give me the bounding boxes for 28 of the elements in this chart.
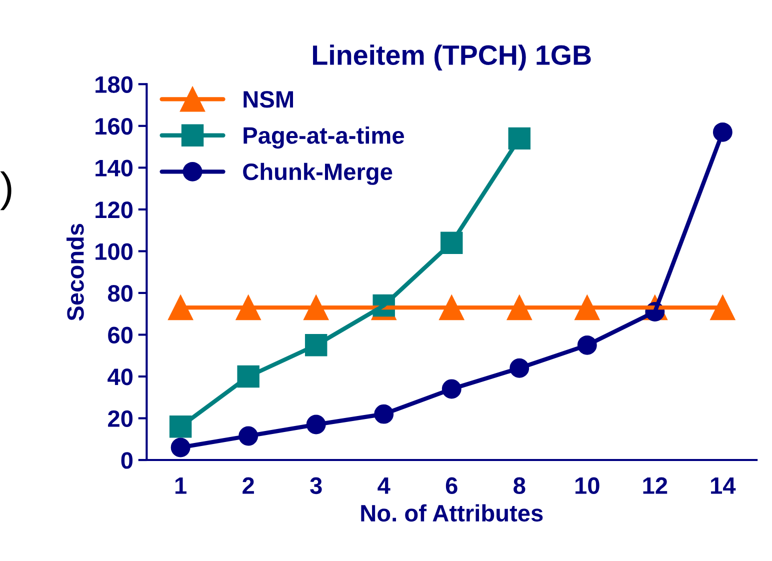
text: ) [0, 171, 12, 210]
x-tick-label: 8 [514, 477, 526, 494]
x-tick-label: 6 [446, 477, 458, 494]
chart-title: Lineitem (TPCH) 1GB [313, 44, 591, 70]
x-tick-label: 1 [175, 478, 186, 494]
point [710, 295, 736, 320]
legend-label: Chunk-Merge [243, 162, 392, 185]
y-tick-label: 80 [108, 285, 133, 302]
y-tick-label: 20 [108, 410, 133, 428]
legend-label: NSM [244, 90, 293, 108]
y-tick-label: 160 [96, 118, 133, 135]
x-tick-label: 4 [378, 478, 390, 494]
y-tick-label: 0 [121, 452, 133, 469]
y-tick-label: 60 [108, 326, 133, 344]
point [168, 295, 194, 320]
x-tick-label: 10 [576, 477, 600, 494]
y-tick-label: 120 [96, 202, 133, 218]
y-tick-label: 40 [108, 368, 133, 386]
y-tick-label: 100 [96, 243, 133, 260]
y-tick-label: 140 [96, 160, 133, 176]
legend-label: Page-at-a-time [244, 126, 404, 149]
x-tick-label: 14 [711, 478, 736, 494]
x-tick-label: 3 [310, 477, 322, 494]
x-tick-label: 2 [242, 477, 254, 494]
x-tick-label: 12 [643, 477, 668, 494]
x-axis-title: No. of Attributes [361, 504, 543, 522]
y-tick-label: 180 [96, 76, 133, 93]
y-axis-title: Seconds [66, 224, 84, 321]
